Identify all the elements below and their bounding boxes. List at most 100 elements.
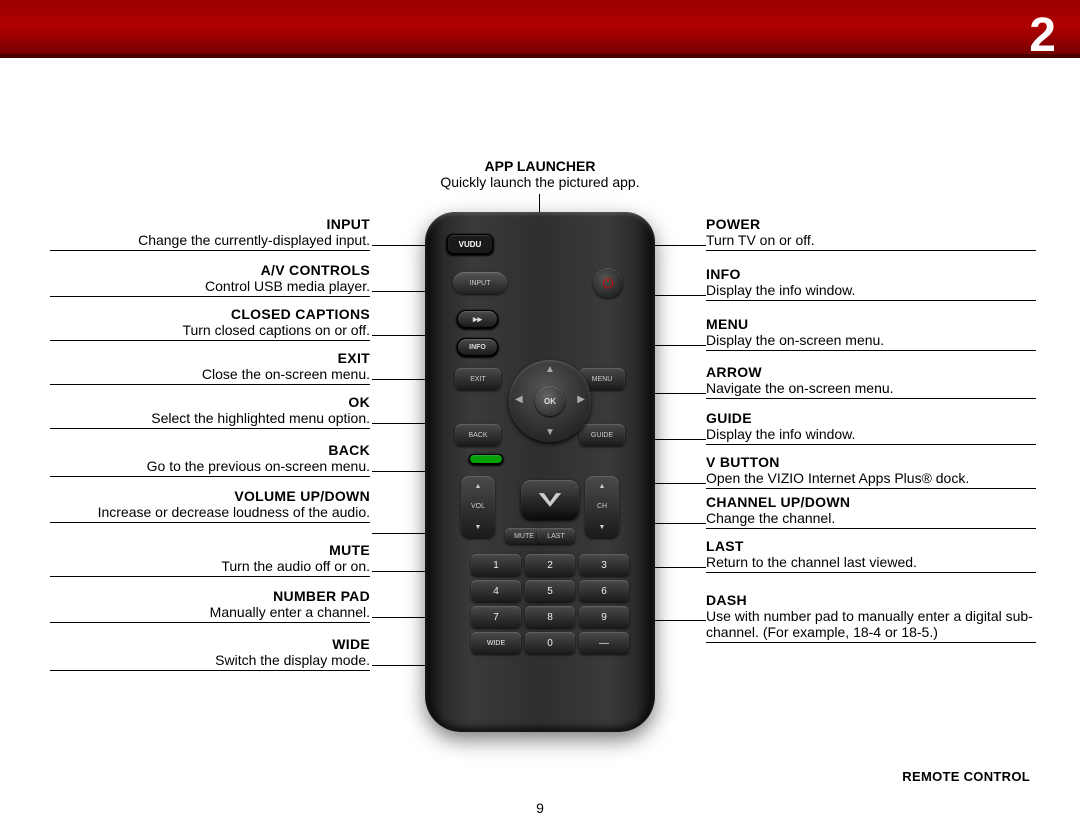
callout-rule [50, 476, 370, 477]
callout-rule [706, 488, 1036, 489]
back-button[interactable]: BACK [455, 424, 501, 446]
callout-app-launcher: APP LAUNCHER Quickly launch the pictured… [390, 158, 690, 190]
num-2[interactable]: 2 [525, 554, 575, 576]
callout-rule [50, 340, 370, 341]
vol-label: VOL [471, 503, 485, 510]
callout-right-3: ARROWNavigate the on-screen menu. [706, 364, 1036, 399]
callout-title: BACK [50, 442, 370, 458]
ch-up-icon: ▲ [599, 483, 606, 490]
wide-button[interactable]: WIDE [471, 632, 521, 654]
callout-desc: Display the on-screen menu. [706, 332, 1036, 348]
num-6[interactable]: 6 [579, 580, 629, 602]
page-number: 9 [0, 800, 1080, 816]
callout-rule [706, 300, 1036, 301]
callout-desc: Go to the previous on-screen menu. [50, 458, 370, 474]
callout-title: EXIT [50, 350, 370, 366]
num-4[interactable]: 4 [471, 580, 521, 602]
callout-rule [50, 622, 370, 623]
callout-right-5: V BUTTONOpen the VIZIO Internet Apps Plu… [706, 454, 1036, 489]
callout-left-3: EXITClose the on-screen menu. [50, 350, 370, 385]
callout-left-6: VOLUME UP/DOWNIncrease or decrease loudn… [50, 488, 370, 523]
callout-desc: Return to the channel last viewed. [706, 554, 1036, 570]
chapter-number: 2 [1029, 8, 1056, 63]
ok-button[interactable]: OK [535, 386, 565, 416]
dash-button[interactable]: — [579, 632, 629, 654]
callout-desc: Turn closed captions on or off. [50, 322, 370, 338]
callout-rule [706, 572, 1036, 573]
green-button[interactable] [469, 454, 503, 464]
v-button[interactable] [521, 480, 579, 520]
callout-left-1: A/V CONTROLSControl USB media player. [50, 262, 370, 297]
callout-title: OK [50, 394, 370, 410]
arrow-right-icon: ▶ [577, 394, 585, 405]
num-0[interactable]: 0 [525, 632, 575, 654]
callout-left-8: NUMBER PADManually enter a channel. [50, 588, 370, 623]
callout-right-6: CHANNEL UP/DOWNChange the channel. [706, 494, 1036, 529]
num-1[interactable]: 1 [471, 554, 521, 576]
volume-rocker[interactable]: ▲ VOL ▼ [461, 476, 495, 538]
info-button[interactable]: INFO [457, 338, 498, 356]
ch-label: CH [597, 503, 607, 510]
last-button[interactable]: LAST [537, 528, 575, 544]
num-5[interactable]: 5 [525, 580, 575, 602]
section-footer: REMOTE CONTROL [902, 769, 1030, 784]
callout-title: DASH [706, 592, 1036, 608]
num-7[interactable]: 7 [471, 606, 521, 628]
callout-rule [706, 398, 1036, 399]
num-8[interactable]: 8 [525, 606, 575, 628]
callout-desc: Navigate the on-screen menu. [706, 380, 1036, 396]
fastforward-button[interactable]: ▸▸ [457, 310, 498, 328]
callout-desc: Close the on-screen menu. [50, 366, 370, 382]
num-9[interactable]: 9 [579, 606, 629, 628]
callout-title: ARROW [706, 364, 1036, 380]
dpad: ▲ ▼ ◀ ▶ OK [509, 360, 591, 442]
exit-button[interactable]: EXIT [455, 368, 501, 390]
ch-down-icon: ▼ [599, 524, 606, 531]
callout-left-2: CLOSED CAPTIONSTurn closed captions on o… [50, 306, 370, 341]
callout-left-5: BACKGo to the previous on-screen menu. [50, 442, 370, 477]
power-button[interactable]: ⏻ [593, 268, 623, 298]
callout-desc: Turn the audio off or on. [50, 558, 370, 574]
callout-desc: Turn TV on or off. [706, 232, 1036, 248]
callout-desc: Manually enter a channel. [50, 604, 370, 620]
input-button[interactable]: INPUT [453, 272, 507, 294]
callout-title: MUTE [50, 542, 370, 558]
callout-left-0: INPUTChange the currently-displayed inpu… [50, 216, 370, 251]
callout-right-8: DASHUse with number pad to manually ente… [706, 592, 1036, 643]
callout-title: V BUTTON [706, 454, 1036, 470]
callout-rule [50, 670, 370, 671]
callout-right-0: POWERTurn TV on or off. [706, 216, 1036, 251]
header-band: 2 [0, 0, 1080, 58]
callout-left-7: MUTETurn the audio off or on. [50, 542, 370, 577]
callout-right-7: LASTReturn to the channel last viewed. [706, 538, 1036, 573]
callout-desc: Use with number pad to manually enter a … [706, 608, 1036, 640]
callout-right-2: MENUDisplay the on-screen menu. [706, 316, 1036, 351]
callout-desc: Select the highlighted menu option. [50, 410, 370, 426]
vizio-v-icon [537, 490, 563, 510]
callout-rule [706, 444, 1036, 445]
callout-rule [706, 528, 1036, 529]
callout-title: INFO [706, 266, 1036, 282]
callout-rule [50, 576, 370, 577]
remote-body: NETFLIX hulu prime VUDU INPUT ⏻ ◂◂ ▮▮ ▸ … [435, 222, 645, 722]
callout-desc: Control USB media player. [50, 278, 370, 294]
channel-rocker[interactable]: ▲ CH ▼ [585, 476, 619, 538]
arrow-up-icon: ▲ [545, 364, 555, 375]
callout-title: INPUT [50, 216, 370, 232]
callout-right-4: GUIDEDisplay the info window. [706, 410, 1036, 445]
callout-left-9: WIDESwitch the display mode. [50, 636, 370, 671]
callout-title: GUIDE [706, 410, 1036, 426]
callout-rule [706, 642, 1036, 643]
callout-rule [50, 522, 370, 523]
number-pad: 1 2 3 4 5 6 7 8 9 WIDE 0 — [471, 554, 629, 654]
callout-desc: Change the channel. [706, 510, 1036, 526]
vol-down-icon: ▼ [475, 524, 482, 531]
app-button-4[interactable]: VUDU [447, 234, 493, 254]
callout-title: A/V CONTROLS [50, 262, 370, 278]
callout-rule [706, 350, 1036, 351]
callout-desc: Switch the display mode. [50, 652, 370, 668]
callout-title: MENU [706, 316, 1036, 332]
num-3[interactable]: 3 [579, 554, 629, 576]
power-icon: ⏻ [602, 275, 613, 292]
callout-title: VOLUME UP/DOWN [50, 488, 370, 504]
